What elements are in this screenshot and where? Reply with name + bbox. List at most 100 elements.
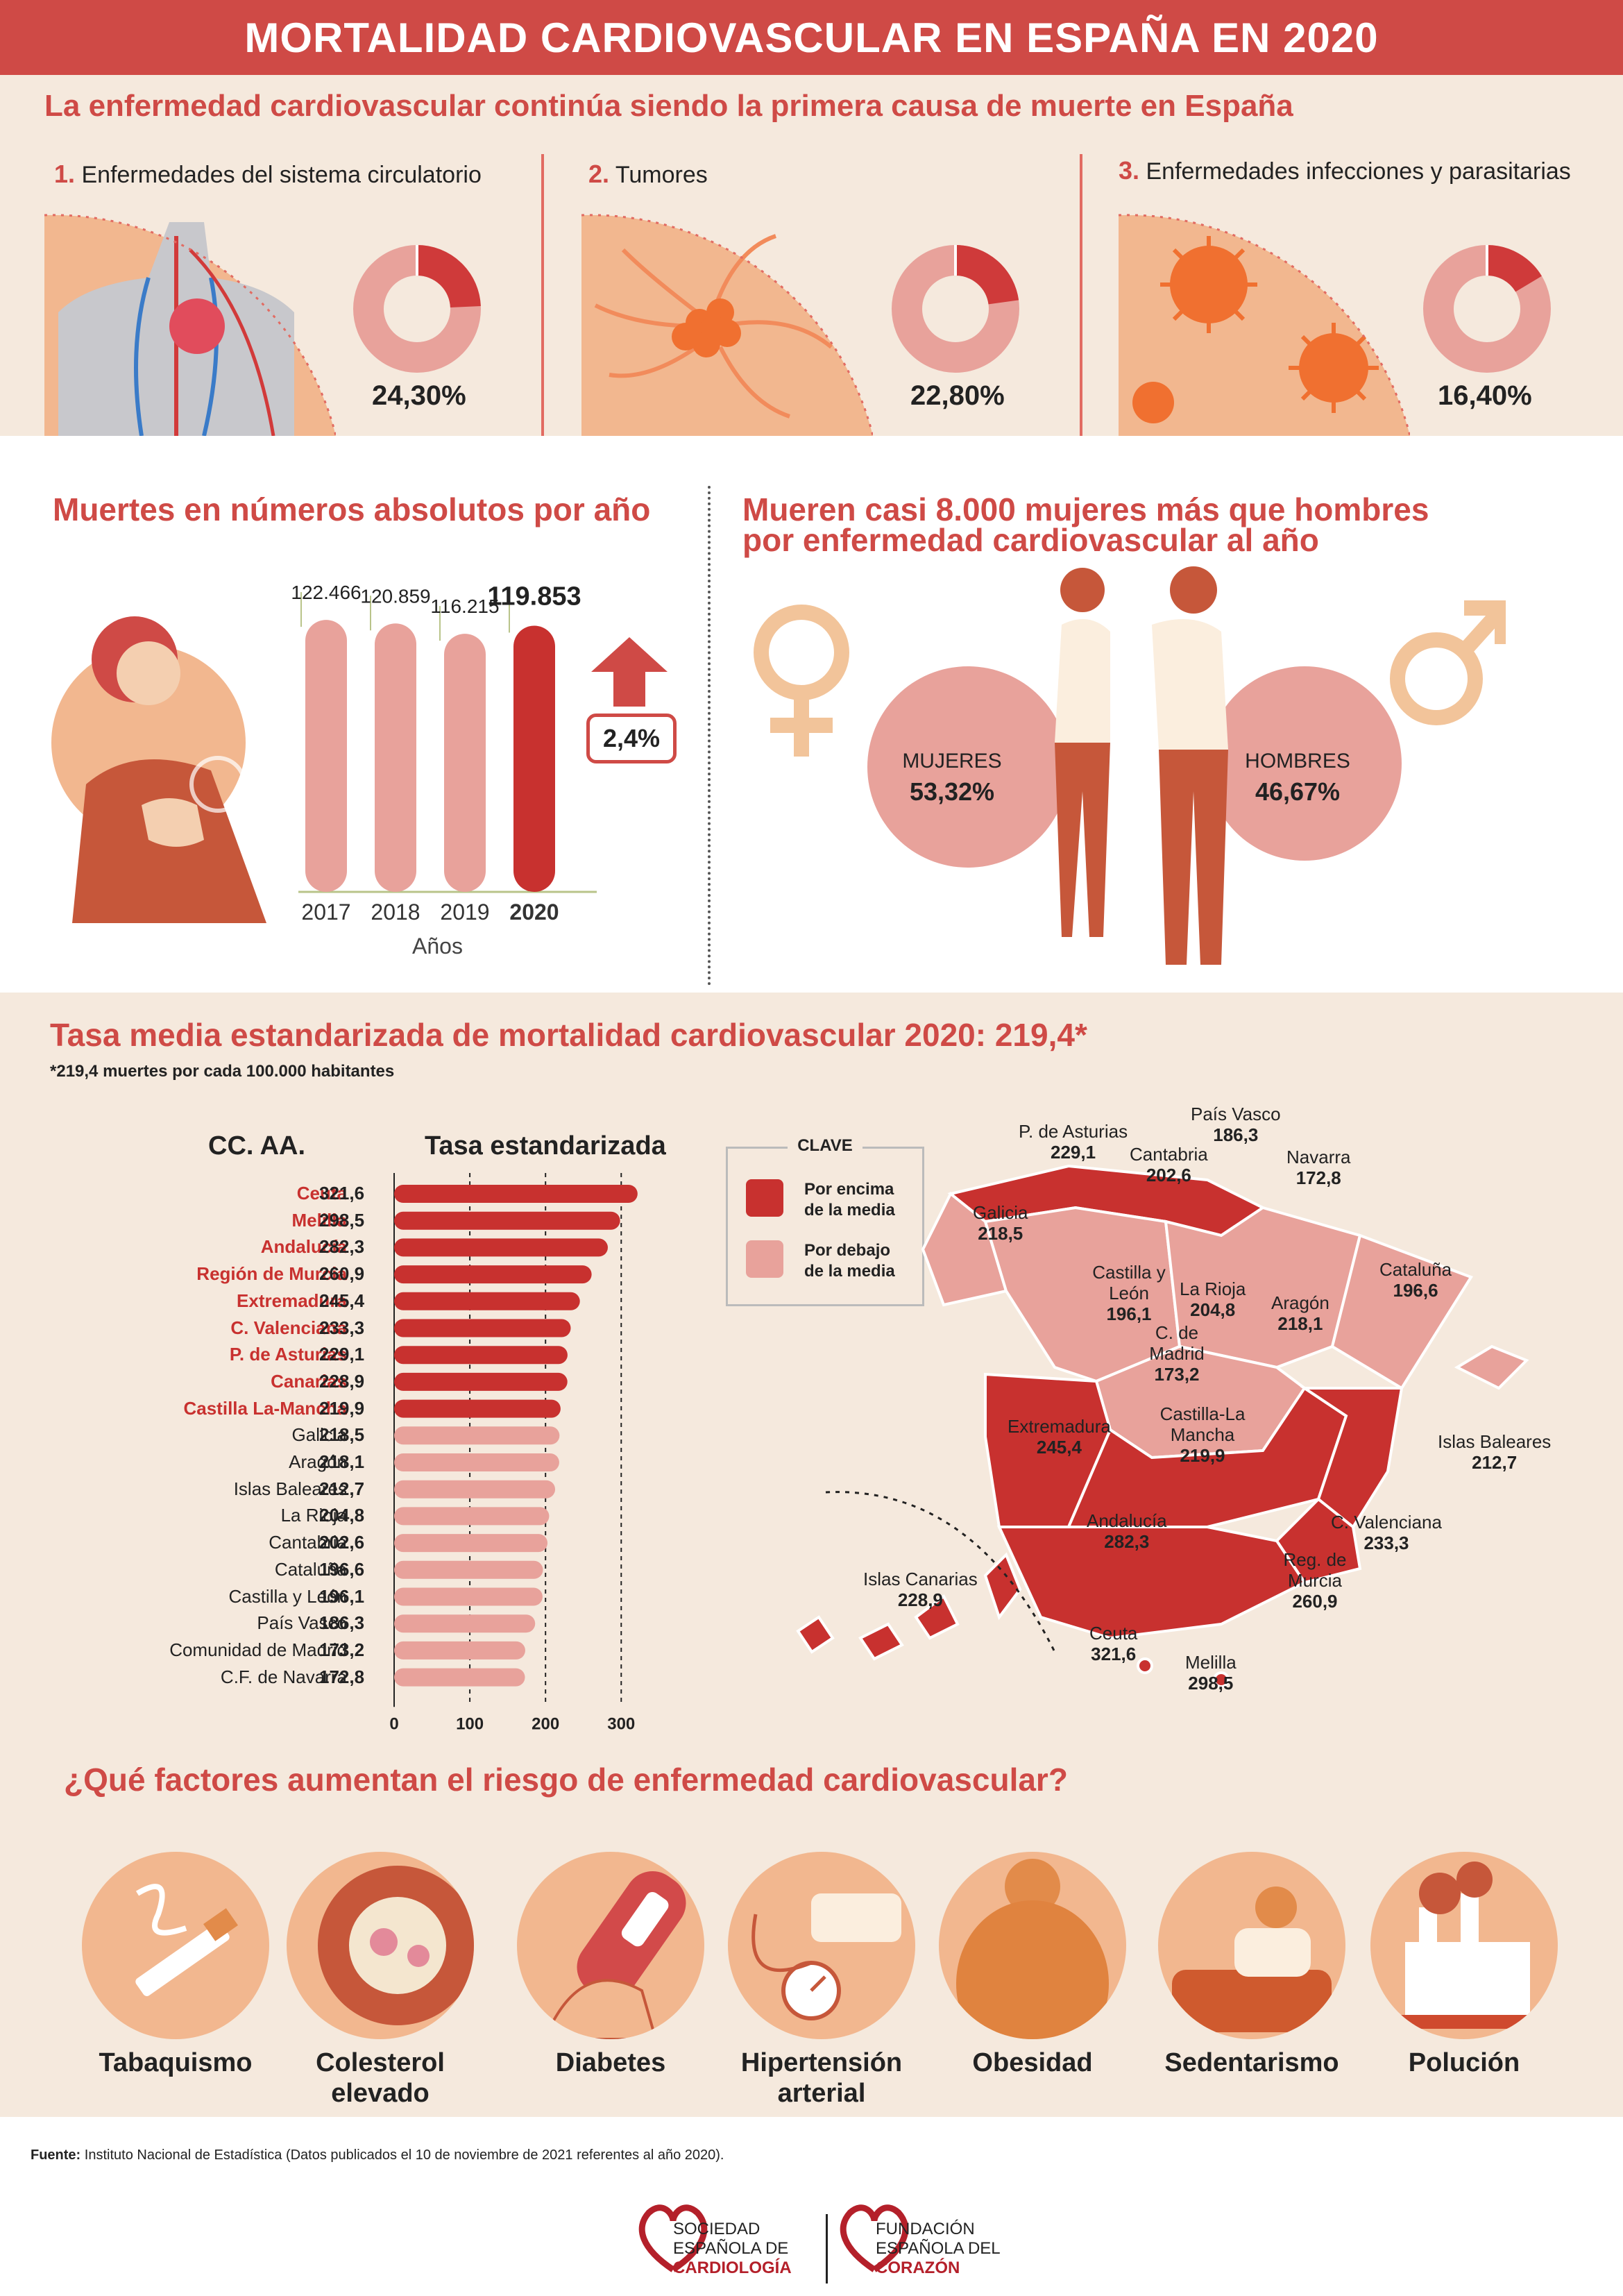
rate-bar <box>394 1507 550 1526</box>
region-baleares <box>1454 1344 1529 1390</box>
rate-bar <box>394 1372 568 1391</box>
bar-value-label: 116.215 <box>430 596 499 617</box>
bar-value-label: 120.859 <box>360 585 430 607</box>
sec-heart-logo-icon <box>638 2204 708 2272</box>
virus-icon <box>1119 214 1410 436</box>
rate-bar <box>394 1668 525 1687</box>
glucometer-icon <box>517 1852 704 2039</box>
cause-3-percent: 16,40% <box>1438 380 1532 411</box>
legend-label-below: Por debajo de la media <box>804 1241 895 1281</box>
map-label-valenciana: C. Valenciana 233,3 <box>1331 1512 1442 1553</box>
women-circle <box>867 666 1069 868</box>
deaths-title: Muertes en números absolutos por año <box>53 491 651 527</box>
col-header-rate: Tasa estandarizada <box>425 1131 666 1160</box>
increase-badge: 2,4% <box>586 714 677 763</box>
factor-label: Polución <box>1408 2048 1520 2077</box>
cigarette-icon <box>82 1852 269 2039</box>
rate-bar <box>394 1211 620 1230</box>
logo-divider <box>826 2214 828 2284</box>
legend-box: CLAVE Por encima de la media Por debajo de… <box>726 1136 924 1306</box>
region-melilla <box>1213 1671 1230 1688</box>
rate-bar <box>394 1346 568 1365</box>
men-circle <box>1207 666 1402 861</box>
cause-1-percent: 24,30% <box>372 380 466 411</box>
cause-2-title: 2. Tumores <box>588 160 708 188</box>
factor-label: Sedentarismo <box>1164 2048 1339 2077</box>
factor-label: Obesidad <box>972 2048 1093 2077</box>
men-label: HOMBRES <box>1245 750 1350 773</box>
women-percent: 53,32% <box>909 777 995 806</box>
rate-bar <box>394 1265 592 1284</box>
rate-bar <box>394 1238 608 1257</box>
couch-person-icon <box>1158 1852 1345 2039</box>
woman-figure-icon <box>1055 568 1110 937</box>
deaths-xlabel: Años <box>412 934 463 959</box>
cause-1-title: 1. Enfermedades del sistema circulatorio <box>54 160 482 188</box>
cause-3-title: 3. Enfermedades infecciones y parasitari… <box>1119 156 1571 185</box>
col-header-region: CC. AA. <box>208 1131 306 1160</box>
map-label-asturias: P. de Asturias 229,1 <box>1019 1121 1128 1163</box>
year-label: 2020 <box>509 900 559 925</box>
causes-title: La enfermedad cardiovascular continúa si… <box>44 89 1293 123</box>
blood-pressure-icon <box>728 1852 915 2039</box>
rate-bar <box>394 1319 571 1337</box>
logo-sec: SOCIEDAD ESPAÑOLA DE CARDIOLOGÍA <box>673 2220 792 2277</box>
page-title: MORTALIDAD CARDIOVASCULAR EN ESPAÑA EN 2… <box>0 0 1623 75</box>
man-figure-icon <box>1152 566 1228 965</box>
artery-icon <box>287 1852 474 2039</box>
rate-bar <box>394 1534 548 1553</box>
circulatory-system-icon <box>44 214 336 436</box>
x-tick-label: 200 <box>532 1714 559 1733</box>
logo-fec: FUNDACIÓN ESPAÑOLA DEL CORAZÓN <box>876 2220 1001 2277</box>
rate-title: Tasa media estandarizada de mortalidad c… <box>50 1017 1087 1053</box>
legend-swatch-above <box>746 1179 783 1217</box>
rate-bar <box>394 1185 638 1203</box>
x-tick-label: 100 <box>456 1714 484 1733</box>
map-label-andalucia: Andalucía 282,3 <box>1087 1510 1167 1552</box>
bar-2017 <box>305 620 347 892</box>
x-tick-label: 300 <box>607 1714 635 1733</box>
rate-bar <box>394 1641 525 1660</box>
women-label: MUJERES <box>902 750 1002 773</box>
region-cataluna-aragon <box>1330 1233 1473 1390</box>
spain-map <box>796 1164 1529 1688</box>
cause-2-percent: 22,80% <box>910 380 1005 411</box>
region-murcia <box>1275 1497 1362 1585</box>
bar-2019 <box>444 634 486 892</box>
legend-title: CLAVE <box>788 1136 863 1155</box>
fec-heart-logo-icon <box>840 2204 909 2272</box>
rate-footnote: *219,4 muertes por cada 100.000 habitant… <box>50 1062 395 1081</box>
map-label-baleares: Islas Baleares 212,7 <box>1438 1431 1552 1473</box>
dotted-divider <box>708 486 711 986</box>
rate-bar <box>394 1587 543 1606</box>
rate-bar <box>394 1426 560 1445</box>
divider <box>1080 154 1082 436</box>
map-label-la-rioja: La Rioja 204,8 <box>1180 1278 1246 1320</box>
bar-2020 <box>513 625 555 892</box>
rate-bar <box>394 1560 543 1579</box>
region-canarias <box>796 1552 1022 1661</box>
region-andalucia <box>996 1526 1307 1640</box>
map-label-extremadura: Extremadura 245,4 <box>1008 1416 1111 1458</box>
map-label-navarra: Navarra 172,8 <box>1286 1147 1351 1188</box>
map-label-cataluna: Cataluña 196,6 <box>1379 1259 1452 1301</box>
map-label-castilla-la-mancha: Castilla-La Mancha 219,9 <box>1159 1403 1246 1466</box>
factor-label: Colesterol elevado <box>316 2048 445 2108</box>
map-label-madrid: C. de Madrid 173,2 <box>1149 1322 1205 1385</box>
factory-icon <box>1370 1852 1558 2039</box>
factor-label: Hipertensión arterial <box>740 2048 903 2108</box>
men-percent: 46,67% <box>1255 777 1341 806</box>
map-label-murcia: Reg. de Murcia 260,9 <box>1283 1549 1347 1612</box>
x-tick-label: 0 <box>389 1714 398 1733</box>
year-label: 2019 <box>440 900 489 925</box>
year-label: 2017 <box>301 900 350 925</box>
bar-value-label: 119.853 <box>487 583 581 611</box>
region-ceuta <box>1137 1657 1153 1674</box>
factors-title: ¿Qué factores aumentan el riesgo de enfe… <box>64 1762 1068 1798</box>
female-symbol-icon <box>754 605 849 757</box>
tumor-icon <box>581 214 873 436</box>
gender-title-line1: Mueren casi 8.000 mujeres más que hombre… <box>742 491 1429 527</box>
legend-label-above: Por encima de la media <box>804 1180 895 1219</box>
factor-label: Tabaquismo <box>99 2048 253 2077</box>
donut-chart-tumors <box>892 245 1019 373</box>
